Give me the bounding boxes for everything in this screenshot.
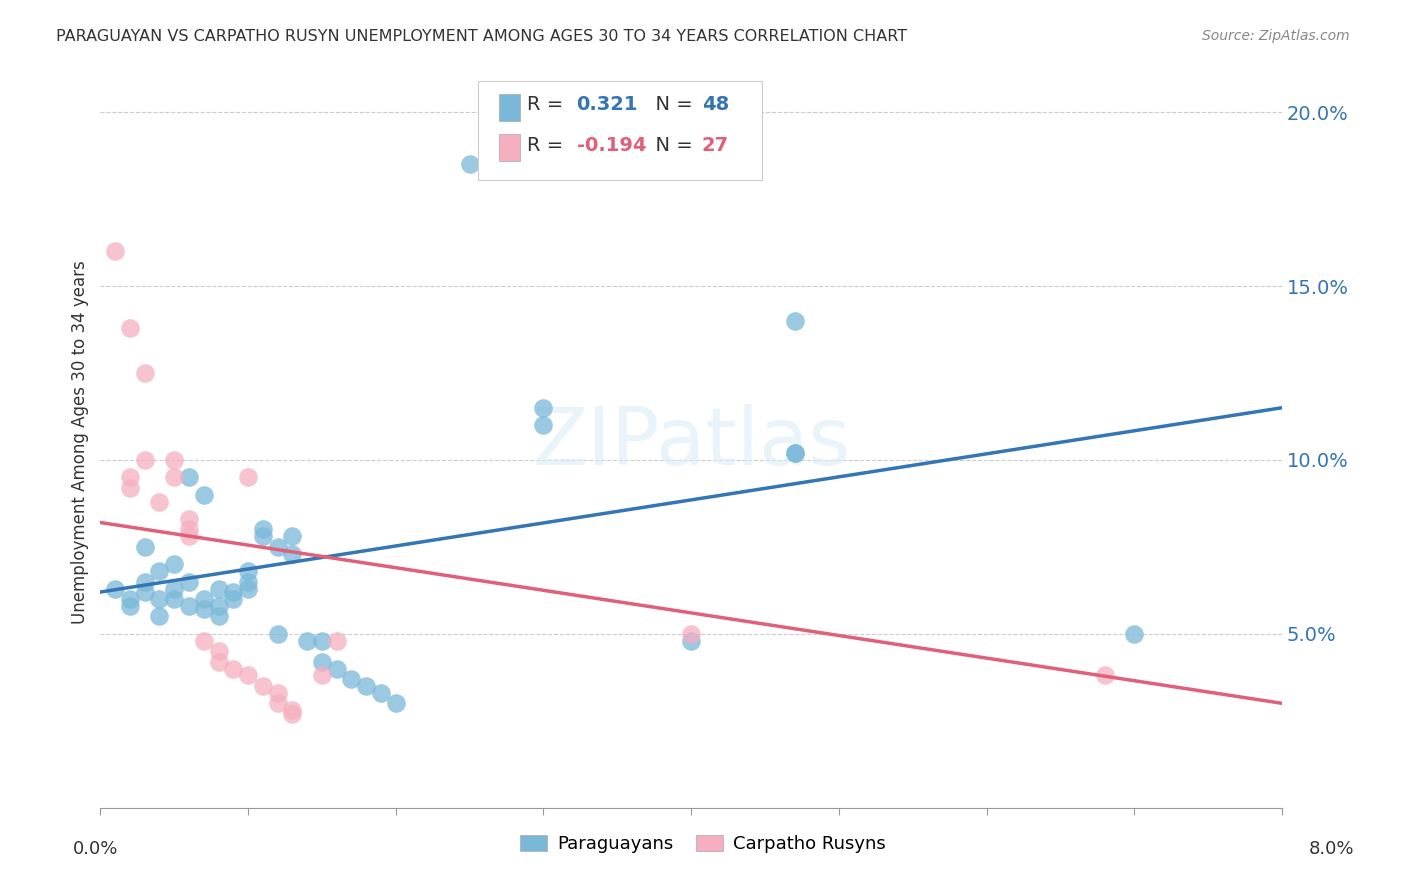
Point (384, 696, 406, 710)
Text: 27: 27 (702, 136, 728, 155)
Point (311, 655, 333, 669)
Point (533, 401, 555, 415)
Point (134, 453, 156, 467)
Point (533, 418, 555, 433)
Point (193, 633, 215, 648)
Point (458, 157, 481, 171)
Point (193, 602, 215, 616)
Point (266, 540, 288, 554)
Text: 0.321: 0.321 (576, 95, 638, 114)
Point (252, 529, 274, 543)
Text: Source: ZipAtlas.com: Source: ZipAtlas.com (1202, 29, 1350, 43)
Point (148, 564, 170, 578)
Text: 8.0%: 8.0% (1309, 840, 1354, 858)
Point (134, 540, 156, 554)
Text: PARAGUAYAN VS CARPATHO RUSYN UNEMPLOYMENT AMONG AGES 30 TO 34 YEARS CORRELATION : PARAGUAYAN VS CARPATHO RUSYN UNEMPLOYMEN… (56, 29, 907, 44)
Point (295, 633, 318, 648)
Point (311, 668, 333, 682)
Point (325, 661, 347, 675)
Point (340, 672, 363, 686)
Point (118, 599, 141, 613)
Point (236, 582, 259, 596)
Point (148, 592, 170, 607)
Point (207, 582, 229, 596)
Point (236, 564, 259, 578)
Point (177, 574, 200, 589)
Point (207, 644, 229, 658)
Point (118, 592, 141, 607)
Point (311, 633, 333, 648)
Point (148, 609, 170, 624)
FancyBboxPatch shape (499, 134, 520, 161)
Point (163, 558, 186, 572)
Text: N =: N = (643, 95, 699, 114)
Point (252, 523, 274, 537)
Point (681, 633, 703, 648)
Point (783, 446, 806, 460)
Point (193, 488, 215, 502)
Point (281, 529, 304, 543)
Point (1094, 668, 1116, 682)
Legend: Paraguayans, Carpatho Rusyns: Paraguayans, Carpatho Rusyns (513, 828, 893, 861)
Point (207, 609, 229, 624)
Point (266, 686, 288, 700)
Point (325, 633, 347, 648)
Point (163, 453, 186, 467)
Point (252, 679, 274, 693)
Point (354, 679, 377, 693)
Point (134, 574, 156, 589)
FancyBboxPatch shape (478, 81, 762, 179)
Point (281, 547, 304, 561)
Point (783, 446, 806, 460)
Point (370, 686, 392, 700)
Text: 0.0%: 0.0% (73, 840, 118, 858)
Point (134, 585, 156, 599)
Point (236, 470, 259, 484)
Y-axis label: Unemployment Among Ages 30 to 34 years: Unemployment Among Ages 30 to 34 years (72, 260, 89, 624)
Point (281, 706, 304, 721)
Text: ZIPatlas: ZIPatlas (531, 403, 851, 482)
Point (266, 696, 288, 710)
Point (134, 366, 156, 380)
Point (177, 523, 200, 537)
Point (163, 582, 186, 596)
Text: N =: N = (643, 136, 699, 155)
Point (222, 592, 245, 607)
Point (281, 703, 304, 717)
Point (1123, 626, 1146, 640)
Point (207, 655, 229, 669)
FancyBboxPatch shape (499, 94, 520, 121)
Point (177, 470, 200, 484)
Point (222, 585, 245, 599)
Point (236, 574, 259, 589)
Point (177, 529, 200, 543)
Point (118, 320, 141, 334)
Point (207, 599, 229, 613)
Point (783, 314, 806, 328)
Point (266, 626, 288, 640)
Point (177, 512, 200, 526)
Point (163, 470, 186, 484)
Point (148, 494, 170, 508)
Point (118, 481, 141, 495)
Text: R =: R = (527, 95, 569, 114)
Point (104, 244, 127, 259)
Point (236, 668, 259, 682)
Point (222, 661, 245, 675)
Text: 48: 48 (702, 95, 730, 114)
Point (681, 626, 703, 640)
Text: -0.194: -0.194 (576, 136, 645, 155)
Point (104, 582, 127, 596)
Point (118, 470, 141, 484)
Point (193, 592, 215, 607)
Text: R =: R = (527, 136, 569, 155)
Point (177, 599, 200, 613)
Point (163, 592, 186, 607)
